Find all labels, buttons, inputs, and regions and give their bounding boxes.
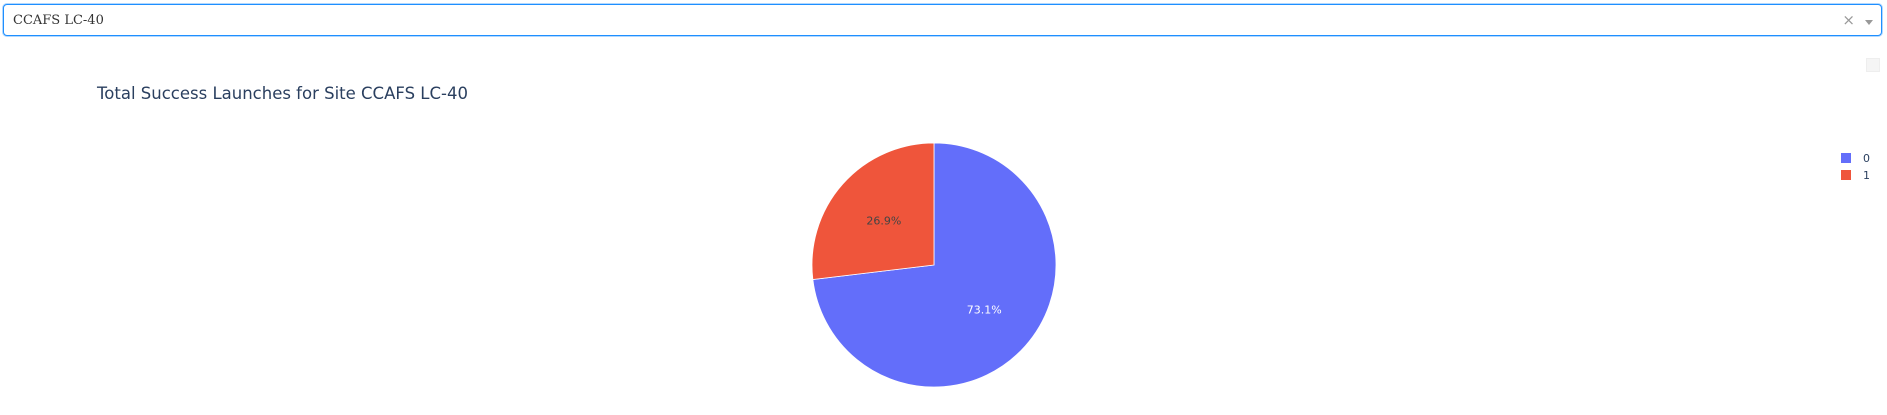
pie-slice-1[interactable] (811, 142, 935, 280)
pie-chart: Total Success Launches for Site CCAFS LC… (0, 42, 1887, 411)
clear-icon[interactable]: × (1842, 11, 1855, 29)
legend-swatch-0[interactable] (1841, 153, 1851, 163)
chart-legend: 01 (1841, 152, 1870, 182)
launch-site-dropdown[interactable]: CCAFS LC-40 × (3, 4, 1882, 36)
legend-label-1[interactable]: 1 (1863, 169, 1870, 182)
legend-label-0[interactable]: 0 (1863, 152, 1870, 165)
chart-svg: Total Success Launches for Site CCAFS LC… (96, 84, 1870, 388)
chart-title: Total Success Launches for Site CCAFS LC… (96, 84, 468, 103)
legend-swatch-1[interactable] (1841, 170, 1851, 180)
modebar-icon[interactable] (1866, 58, 1880, 72)
pie-slices: 73.1% 26.9% (811, 142, 1057, 388)
pie-label-1: 26.9% (866, 214, 901, 227)
chevron-down-icon[interactable] (1865, 20, 1873, 25)
pie-label-0: 73.1% (967, 304, 1002, 317)
pie-slice-0[interactable] (812, 142, 1057, 388)
dropdown-selected-value: CCAFS LC-40 (13, 13, 104, 28)
